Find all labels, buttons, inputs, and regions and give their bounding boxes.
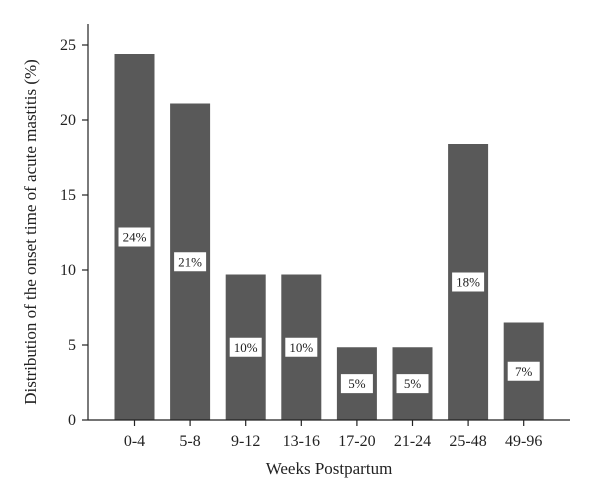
y-tick-label: 0 <box>68 412 76 429</box>
bars-layer: 24% 21% 10% 10% 5% 5% 18% 7% <box>114 54 544 420</box>
data-label-box <box>507 361 540 381</box>
data-label: 10% <box>285 337 318 357</box>
data-label-box <box>174 252 207 272</box>
data-label-text: 24% <box>123 230 147 245</box>
data-label: 7% <box>507 361 540 381</box>
x-tick-label: 17-20 <box>338 433 375 450</box>
x-tick-label: 9-12 <box>231 433 260 450</box>
data-label: 21% <box>174 252 207 272</box>
x-tick-label: 21-24 <box>394 433 431 450</box>
x-tick-label: 49-96 <box>505 433 542 450</box>
data-label-text: 10% <box>234 340 258 355</box>
data-label-text: 5% <box>348 376 366 391</box>
data-label-box <box>118 227 151 247</box>
data-label-text: 7% <box>515 364 533 379</box>
data-label-box <box>285 337 318 357</box>
data-label-box <box>340 374 373 394</box>
data-label: 5% <box>396 374 429 394</box>
data-label: 5% <box>340 374 373 394</box>
data-label: 18% <box>452 272 485 292</box>
data-label-box <box>452 272 485 292</box>
y-tick-label: 25 <box>60 37 76 54</box>
axes-layer: 0 5 10 15 20 25 0-4 5-8 9-12 13-16 17-20 21-24 25-48… <box>60 24 570 450</box>
data-label-box <box>229 337 262 357</box>
data-label-box <box>396 374 429 394</box>
x-tick-label: 5-8 <box>179 433 200 450</box>
y-tick-label: 20 <box>60 112 76 129</box>
x-axis-title: Weeks Postpartum <box>266 459 393 478</box>
data-label-text: 21% <box>178 254 202 269</box>
data-label-text: 5% <box>404 376 422 391</box>
data-label-text: 18% <box>456 275 480 290</box>
x-tick-label: 13-16 <box>283 433 320 450</box>
data-label-text: 10% <box>289 340 313 355</box>
data-label: 24% <box>118 227 151 247</box>
x-tick-label: 0-4 <box>124 433 145 450</box>
y-axis-title: Distribution of the onset time of acute … <box>21 59 40 405</box>
x-tick-label: 25-48 <box>449 433 486 450</box>
y-tick-label: 10 <box>60 262 76 279</box>
data-label: 10% <box>229 337 262 357</box>
y-tick-label: 5 <box>68 337 76 354</box>
y-tick-label: 15 <box>60 187 76 204</box>
